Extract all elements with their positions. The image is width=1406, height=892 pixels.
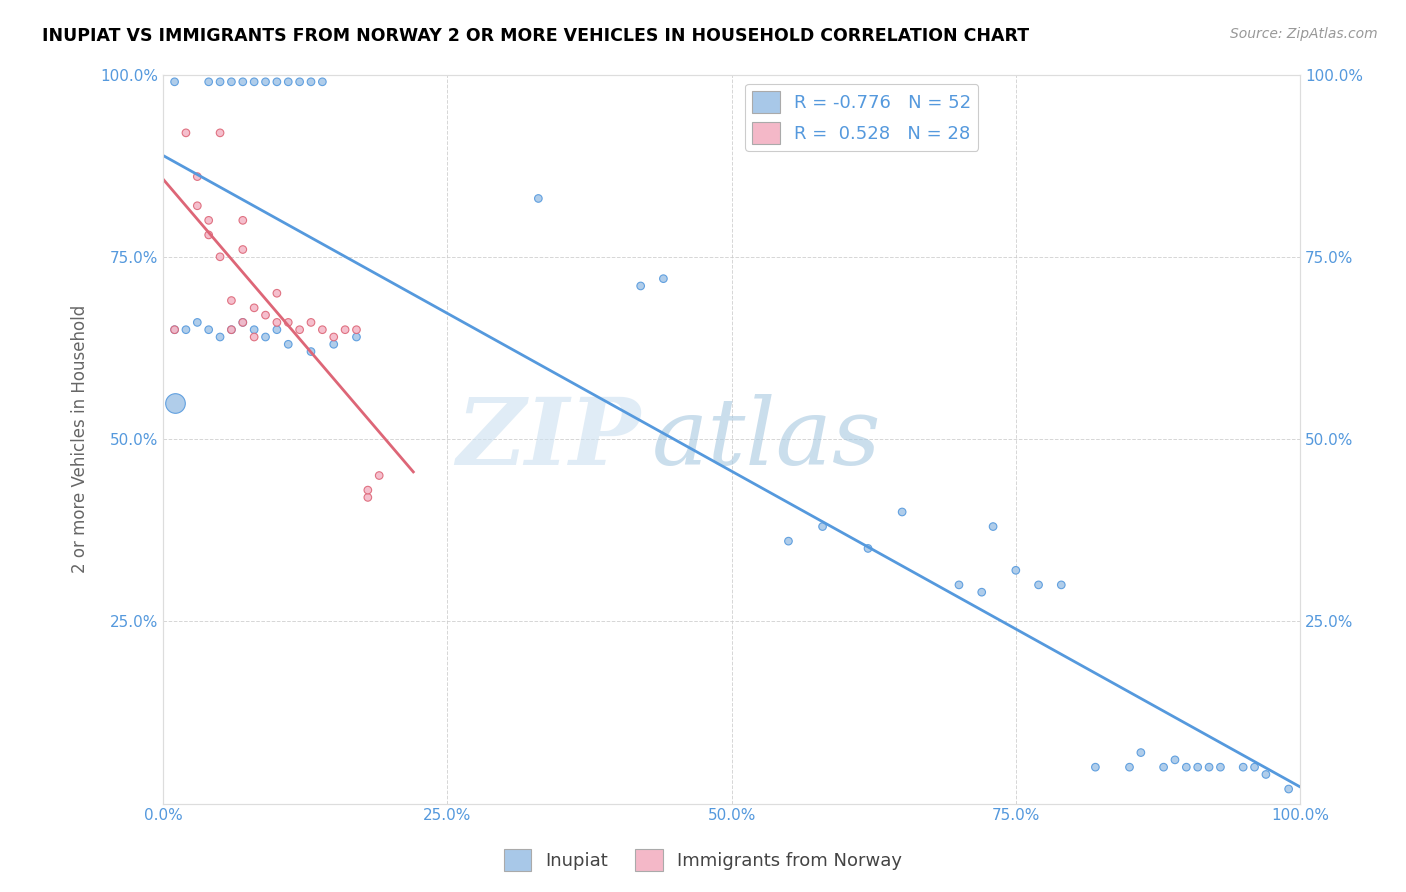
Point: [266, 286, 288, 301]
Point: [299, 344, 322, 359]
Point: [163, 323, 186, 337]
Point: [197, 227, 219, 242]
Point: [163, 75, 186, 89]
Point: [1254, 767, 1277, 781]
Point: [221, 323, 243, 337]
Point: [652, 271, 675, 285]
Point: [322, 337, 344, 351]
Point: [357, 483, 380, 497]
Point: [277, 75, 299, 89]
Text: Source: ZipAtlas.com: Source: ZipAtlas.com: [1230, 27, 1378, 41]
Text: ZIP: ZIP: [457, 394, 641, 484]
Point: [209, 126, 232, 140]
Point: [778, 534, 800, 549]
Point: [186, 199, 208, 213]
Point: [197, 323, 219, 337]
Point: [277, 315, 299, 329]
Point: [970, 585, 993, 599]
Point: [174, 126, 197, 140]
Point: [232, 315, 254, 329]
Point: [333, 323, 356, 337]
Point: [232, 75, 254, 89]
Point: [288, 75, 311, 89]
Point: [527, 191, 550, 205]
Point: [163, 323, 186, 337]
Point: [232, 243, 254, 257]
Point: [1278, 782, 1301, 797]
Point: [1118, 760, 1140, 774]
Point: [221, 75, 243, 89]
Point: [221, 293, 243, 308]
Point: [856, 541, 879, 556]
Point: [277, 337, 299, 351]
Point: [266, 75, 288, 89]
Point: [254, 75, 277, 89]
Point: [981, 519, 1004, 533]
Point: [197, 75, 219, 89]
Point: [232, 315, 254, 329]
Point: [232, 213, 254, 227]
Point: [311, 75, 333, 89]
Point: [197, 213, 219, 227]
Point: [357, 491, 380, 505]
Point: [266, 323, 288, 337]
Point: [346, 330, 368, 344]
Point: [299, 75, 322, 89]
Point: [1129, 746, 1152, 760]
Point: [254, 330, 277, 344]
Point: [209, 330, 232, 344]
Text: atlas: atlas: [652, 394, 882, 484]
Point: [1209, 760, 1232, 774]
Y-axis label: 2 or more Vehicles in Household: 2 or more Vehicles in Household: [72, 305, 89, 574]
Point: [1187, 760, 1209, 774]
Legend: Inupiat, Immigrants from Norway: Inupiat, Immigrants from Norway: [496, 842, 910, 879]
Point: [1050, 578, 1073, 592]
Point: [346, 323, 368, 337]
Point: [1232, 760, 1254, 774]
Point: [186, 315, 208, 329]
Point: [630, 279, 652, 293]
Point: [1243, 760, 1265, 774]
Point: [288, 323, 311, 337]
Point: [891, 505, 914, 519]
Point: [1198, 760, 1220, 774]
Point: [174, 323, 197, 337]
Point: [948, 578, 970, 592]
Point: [1084, 760, 1107, 774]
Point: [266, 315, 288, 329]
Point: [254, 308, 277, 322]
Point: [1004, 563, 1026, 577]
Text: INUPIAT VS IMMIGRANTS FROM NORWAY 2 OR MORE VEHICLES IN HOUSEHOLD CORRELATION CH: INUPIAT VS IMMIGRANTS FROM NORWAY 2 OR M…: [42, 27, 1029, 45]
Point: [209, 75, 232, 89]
Point: [311, 323, 333, 337]
Legend: R = -0.776   N = 52, R =  0.528   N = 28: R = -0.776 N = 52, R = 0.528 N = 28: [745, 84, 979, 151]
Point: [1164, 753, 1187, 767]
Point: [299, 315, 322, 329]
Point: [163, 395, 186, 409]
Point: [243, 75, 266, 89]
Point: [1028, 578, 1050, 592]
Point: [322, 330, 344, 344]
Point: [209, 250, 232, 264]
Point: [243, 323, 266, 337]
Point: [1175, 760, 1198, 774]
Point: [243, 301, 266, 315]
Point: [243, 330, 266, 344]
Point: [1153, 760, 1175, 774]
Point: [186, 169, 208, 184]
Point: [811, 519, 834, 533]
Point: [221, 323, 243, 337]
Point: [368, 468, 391, 483]
